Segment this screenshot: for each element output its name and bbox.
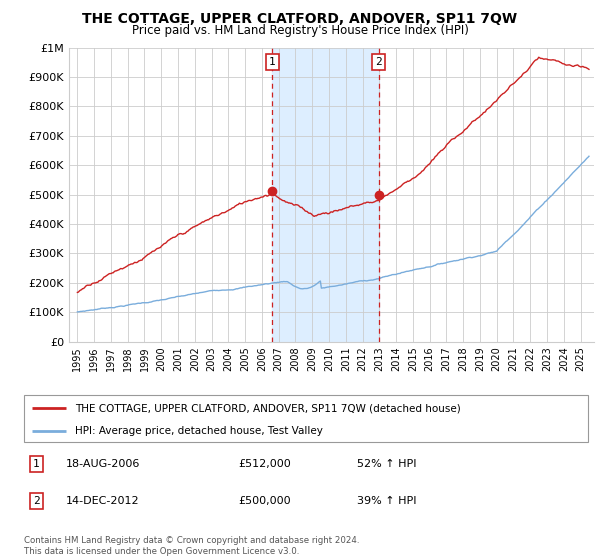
Text: Price paid vs. HM Land Registry's House Price Index (HPI): Price paid vs. HM Land Registry's House … (131, 24, 469, 37)
Text: 2: 2 (33, 496, 40, 506)
Text: £512,000: £512,000 (238, 459, 291, 469)
Text: 14-DEC-2012: 14-DEC-2012 (66, 496, 140, 506)
Text: 1: 1 (33, 459, 40, 469)
Text: £500,000: £500,000 (238, 496, 291, 506)
Text: 2: 2 (375, 57, 382, 67)
Bar (272, 48, 379, 342)
Text: 18-AUG-2006: 18-AUG-2006 (66, 459, 140, 469)
Text: 39% ↑ HPI: 39% ↑ HPI (357, 496, 416, 506)
Text: 1: 1 (269, 57, 276, 67)
Text: 52% ↑ HPI: 52% ↑ HPI (357, 459, 416, 469)
Text: HPI: Average price, detached house, Test Valley: HPI: Average price, detached house, Test… (75, 426, 323, 436)
Text: Contains HM Land Registry data © Crown copyright and database right 2024.
This d: Contains HM Land Registry data © Crown c… (24, 536, 359, 556)
FancyBboxPatch shape (24, 395, 588, 442)
Text: THE COTTAGE, UPPER CLATFORD, ANDOVER, SP11 7QW: THE COTTAGE, UPPER CLATFORD, ANDOVER, SP… (82, 12, 518, 26)
Text: THE COTTAGE, UPPER CLATFORD, ANDOVER, SP11 7QW (detached house): THE COTTAGE, UPPER CLATFORD, ANDOVER, SP… (75, 403, 461, 413)
